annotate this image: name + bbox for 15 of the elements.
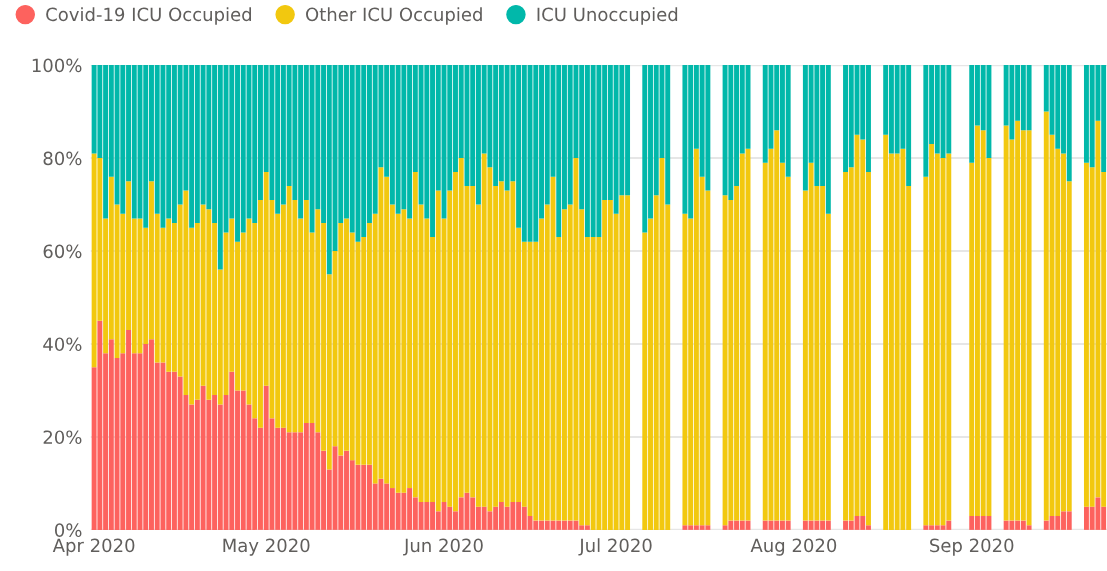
y-tick-label: 40%: [43, 337, 82, 352]
y-tick-label: 20%: [43, 430, 82, 445]
legend-label: Other ICU Occupied: [306, 7, 482, 25]
y-tick-label: 60%: [43, 244, 82, 259]
x-tick-label: Apr 2020: [52, 538, 135, 556]
x-tick-label: May 2020: [223, 538, 310, 556]
y-tick-label: 0%: [54, 523, 82, 537]
x-tick-label: Jul 2020: [578, 538, 652, 556]
x-tick-label: Sep 2020: [930, 538, 1014, 556]
legend-label: Covid-19 ICU Occupied: [46, 7, 251, 25]
x-tick-label: Jun 2020: [403, 538, 483, 556]
y-tick-label: 80%: [43, 151, 82, 166]
x-tick-label: Aug 2020: [750, 538, 837, 556]
legend-label: ICU Unoccupied: [537, 7, 678, 25]
y-tick-label: 100%: [32, 58, 82, 73]
